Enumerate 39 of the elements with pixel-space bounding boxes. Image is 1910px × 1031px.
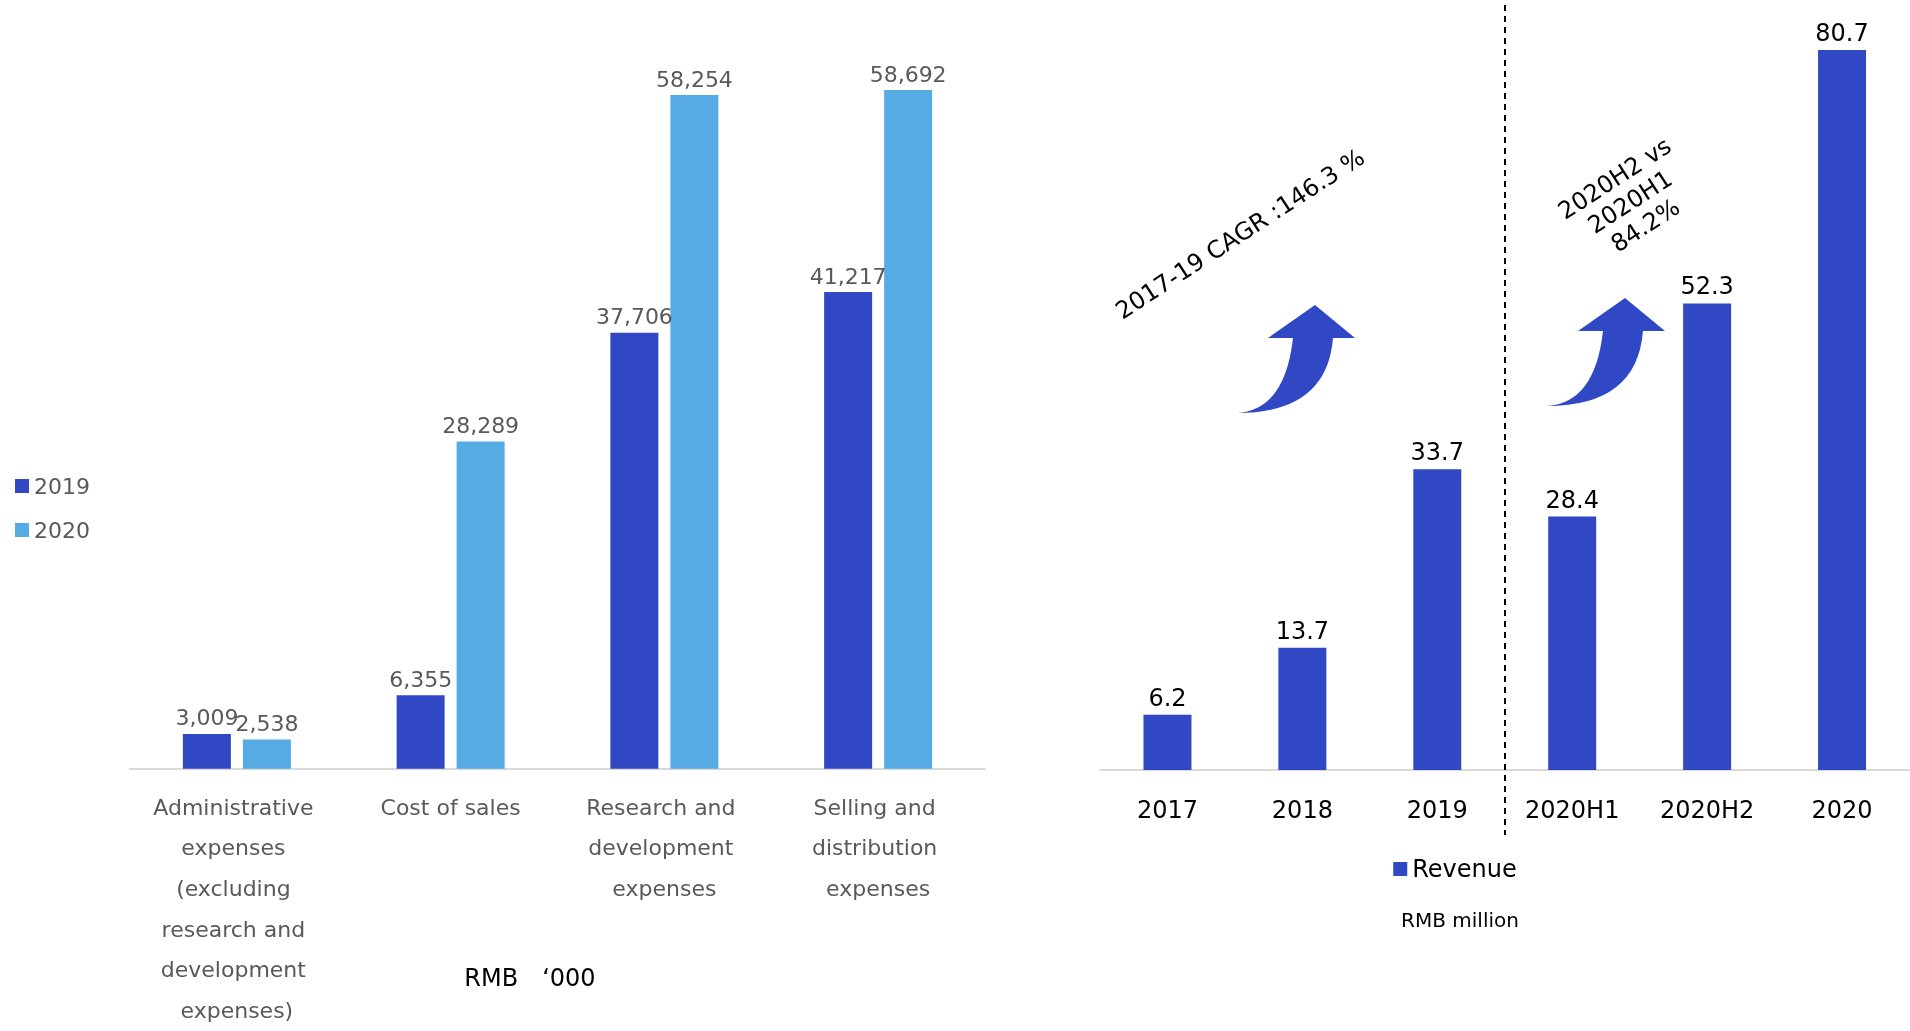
data-label: 6,355 <box>389 666 453 692</box>
data-label: 52.3 <box>1680 272 1734 301</box>
bar <box>1818 50 1867 770</box>
bar <box>670 95 719 769</box>
data-label: 58,692 <box>869 61 947 87</box>
data-label: 6.2 <box>1148 683 1187 712</box>
bar <box>1548 516 1597 770</box>
x-tick-label: 2019 <box>1406 796 1468 825</box>
x-tick-label: Administrative expenses (excluding research and development expenses) <box>153 794 321 1024</box>
x-tick-label: Cost of sales <box>380 794 521 820</box>
bar <box>1683 303 1732 770</box>
bar <box>884 90 933 769</box>
legend-label: Revenue <box>1412 855 1517 883</box>
bar <box>824 292 873 769</box>
x-tick-label: 2018 <box>1271 796 1333 825</box>
data-label: 28.4 <box>1545 485 1599 514</box>
x-tick-label: Selling and distribution expenses <box>811 794 945 902</box>
bar <box>242 739 291 769</box>
legend-label: 2020 <box>34 517 90 543</box>
x-tick-label: Research and development expenses <box>586 794 743 902</box>
data-label: 33.7 <box>1410 438 1465 467</box>
bar <box>1278 647 1327 770</box>
data-label: 58,254 <box>655 66 733 92</box>
x-tick-label: 2020 <box>1811 796 1873 825</box>
legend-label: 2019 <box>34 473 90 499</box>
bar <box>456 441 505 769</box>
text: RMB ‘000 <box>463 963 597 994</box>
bar <box>396 695 445 769</box>
bar <box>1413 469 1462 770</box>
data-label: 80.7 <box>1815 19 1869 47</box>
text: RMB million <box>1400 908 1520 932</box>
x-tick-label: 2020H1 <box>1525 796 1620 825</box>
data-label: 28,289 <box>442 413 520 439</box>
bar <box>610 332 659 769</box>
data-label: 13.7 <box>1275 616 1330 645</box>
x-tick-label: 2020H2 <box>1659 796 1755 825</box>
x-tick-label: 2017 <box>1136 796 1198 825</box>
bar <box>182 734 231 769</box>
bar <box>1143 714 1192 770</box>
